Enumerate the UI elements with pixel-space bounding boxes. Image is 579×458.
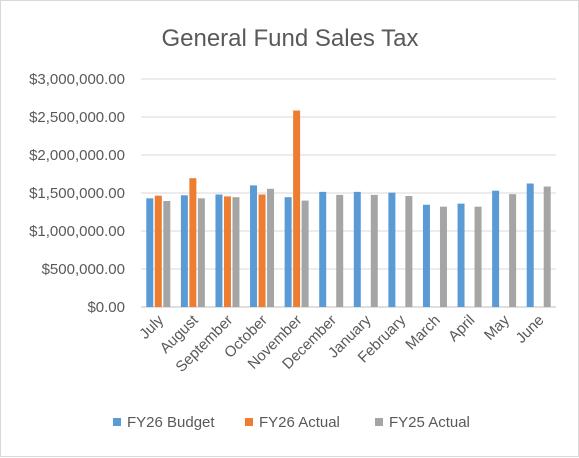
x-axis-ticks: JulyAugustSeptemberOctoberNovemberDecemb… — [136, 311, 547, 375]
x-tick-label: March — [402, 312, 443, 353]
bar-fy26-budget-november — [284, 197, 292, 307]
bar-fy25-actual-september — [232, 197, 240, 307]
bar-fy26-actual-november — [293, 110, 301, 307]
x-tick-label: May — [481, 311, 513, 343]
bar-fy26-actual-august — [189, 178, 197, 307]
legend: FY26 Budget FY26 Actual FY25 Actual — [113, 414, 470, 431]
legend-label: FY25 Actual — [389, 414, 470, 431]
bar-fy26-budget-june — [526, 183, 534, 307]
bar-fy25-actual-november — [301, 200, 309, 307]
gridlines — [141, 78, 556, 308]
bar-fy26-budget-july — [146, 198, 154, 307]
legend-label: FY26 Budget — [127, 414, 215, 431]
bar-fy25-actual-june — [543, 186, 551, 307]
legend-label: FY26 Actual — [259, 414, 340, 431]
bar-fy25-actual-april — [474, 206, 482, 307]
bar-fy26-budget-december — [319, 191, 327, 307]
bar-fy25-actual-february — [405, 196, 413, 307]
y-tick-label: $2,000,000.00 — [29, 147, 125, 164]
chart-title: General Fund Sales Tax — [161, 25, 418, 52]
bar-fy26-budget-may — [492, 190, 500, 307]
bar-fy26-budget-january — [353, 191, 361, 307]
bar-fy26-budget-august — [180, 195, 188, 307]
bar-fy26-budget-april — [457, 203, 465, 307]
y-tick-label: $1,500,000.00 — [29, 185, 125, 202]
bar-fy26-budget-february — [388, 192, 396, 307]
bars — [146, 110, 551, 307]
bar-fy25-actual-december — [336, 194, 344, 307]
bar-fy25-actual-july — [163, 200, 171, 307]
y-axis-ticks: $0.00 $500,000.00 $1,000,000.00 $1,500,000.… — [29, 71, 125, 316]
y-tick-label: $2,500,000.00 — [29, 109, 125, 126]
bar-fy26-actual-september — [223, 196, 231, 307]
bar-fy25-actual-may — [509, 194, 517, 307]
y-tick-label: $1,000,000.00 — [29, 223, 125, 240]
y-tick-label: $3,000,000.00 — [29, 71, 125, 88]
y-tick-label: $500,000.00 — [42, 261, 125, 278]
bar-fy26-budget-march — [422, 204, 430, 307]
bar-fy25-actual-march — [439, 206, 447, 307]
bar-fy26-actual-july — [154, 195, 162, 307]
bar-fy25-actual-october — [267, 188, 275, 307]
y-tick-label: $0.00 — [87, 299, 125, 316]
x-tick-label: June — [513, 312, 548, 347]
legend-swatch — [375, 418, 383, 426]
bar-fy26-actual-october — [258, 194, 266, 307]
bar-fy25-actual-august — [197, 198, 205, 307]
bar-fy25-actual-january — [370, 194, 378, 307]
bar-fy26-budget-september — [215, 194, 223, 307]
x-tick-label: April — [445, 312, 478, 345]
legend-swatch — [113, 418, 121, 426]
legend-swatch — [245, 418, 253, 426]
bar-fy26-budget-october — [250, 185, 258, 307]
